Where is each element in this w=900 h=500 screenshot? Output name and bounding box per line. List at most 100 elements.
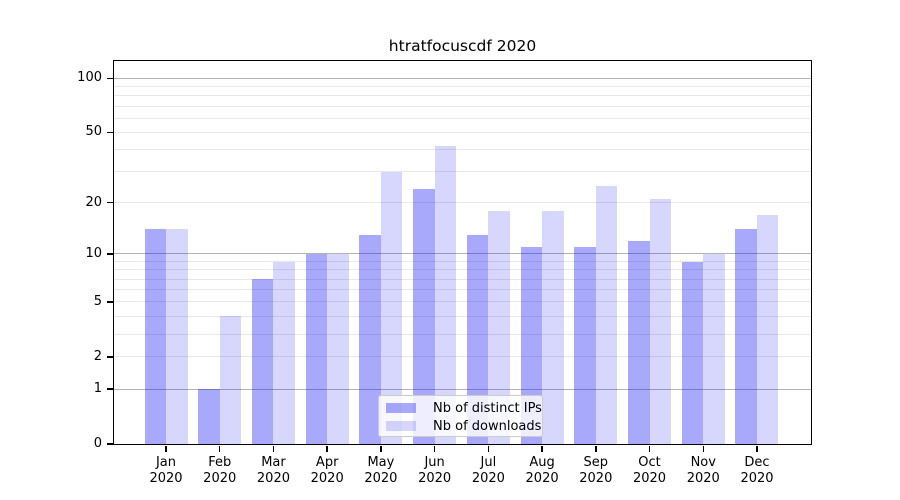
gridline-minor [114,171,811,173]
bar-downloads [703,253,725,444]
x-tick-label: Feb 2020 [190,455,250,487]
y-tick [106,131,113,134]
x-tick-label-year: 2020 [310,471,344,486]
bar-downloads [488,210,510,444]
legend: Nb of distinct IPs Nb of downloads [378,395,543,437]
legend-item-downloads: Nb of downloads [386,417,542,435]
x-tick-label-year: 2020 [256,471,290,486]
x-tick-label-year: 2020 [632,471,667,486]
x-tick-label-month: Nov [690,455,716,470]
bar-distinct-ips [681,261,704,444]
x-tick-label-year: 2020 [364,471,398,486]
x-tick [165,445,167,452]
gridline-minor [114,261,811,262]
gridline-minor [114,131,811,133]
legend-label-downloads: Nb of downloads [433,418,542,434]
gridline-major [114,253,811,255]
x-tick [380,445,382,452]
y-tick-label: 20 [85,194,102,210]
x-tick-label: May 2020 [351,455,411,487]
x-tick [487,445,490,452]
bar-distinct-ips [574,247,596,444]
bar-downloads [166,229,188,444]
x-tick-label-year: 2020 [686,471,720,486]
y-tick [106,443,113,445]
gridline-minor [114,117,811,119]
gridline-minor [114,301,811,303]
y-tick-label: 5 [93,293,102,309]
x-tick-label-month: Dec [744,455,770,470]
bar-distinct-ips [413,188,435,444]
x-tick [433,445,436,452]
y-tick [106,77,113,79]
x-tick-label-year: 2020 [525,471,559,486]
x-tick-label: Sep 2020 [566,455,626,487]
x-tick-label-month: Sep [583,455,609,470]
x-tick-label-year: 2020 [418,471,452,486]
bar-distinct-ips [735,229,757,444]
bar-downloads [380,171,403,444]
x-tick [756,445,758,452]
bar-distinct-ips [305,253,328,444]
bar-distinct-ips [359,234,381,444]
x-tick [219,445,221,452]
y-tick [106,356,113,358]
y-tick [106,201,113,204]
y-tick-label: 2 [93,348,102,364]
gridline-major [114,388,811,390]
x-tick-label: Dec 2020 [727,455,787,487]
gridline-minor [114,356,811,358]
x-tick-label-month: Aug [529,455,555,470]
x-tick-label: Jan 2020 [136,455,196,487]
bar-downloads [434,145,457,444]
legend-swatch-downloads [386,421,416,431]
plot-area: Nb of distinct IPs Nb of downloads 0 1 2 5 1… [77,59,812,486]
bars-layer [114,61,811,444]
x-tick-label: Jun 2020 [405,455,465,487]
x-tick-label-year: 2020 [579,471,613,486]
x-tick [595,445,597,452]
gridline-minor [114,95,811,97]
bar-downloads [649,199,672,444]
x-tick-label: Mar 2020 [243,455,303,487]
x-tick-label-month: Jun [424,455,445,470]
x-tick-label: Nov 2020 [673,455,733,487]
x-tick-label-month: Apr [315,455,339,470]
y-tick [106,253,113,255]
x-tick [326,445,328,452]
x-tick-label: Jul 2020 [458,455,518,487]
gridline-minor [114,315,811,317]
gridline-major [114,77,811,79]
y-tick-label: 1 [93,381,102,397]
y-tick-label: 0 [93,436,102,451]
bar-downloads [327,253,349,444]
bar-downloads [273,261,295,444]
y-tick-label: 50 [85,124,102,140]
x-tick [702,445,704,452]
bar-distinct-ips [520,247,543,444]
bar-distinct-ips [144,229,166,444]
gridline-minor [114,202,811,204]
chart-title: htratfocuscdf 2020 [388,37,537,55]
y-tick [106,388,113,390]
y-tick [106,301,113,303]
gridline-minor [114,105,811,107]
x-tick [541,445,543,452]
bar-downloads [595,185,618,444]
bar-downloads [219,316,242,444]
x-tick-label: Apr 2020 [297,455,357,487]
legend-swatch-distinct-ips [386,403,416,413]
x-tick-label-year: 2020 [471,471,505,486]
gridline-minor [114,149,811,151]
x-tick-label-year: 2020 [203,471,237,486]
gridline-minor [114,269,811,271]
x-tick-label-year: 2020 [740,471,774,486]
x-tick-label-month: Oct [638,455,661,470]
bar-downloads [542,210,564,444]
gridline-minor [114,333,811,335]
x-tick-label: Aug 2020 [512,455,572,487]
x-tick-label-month: May [367,455,395,470]
x-tick-label-month: Mar [261,455,286,470]
legend-label-distinct-ips: Nb of distinct IPs [433,400,542,416]
